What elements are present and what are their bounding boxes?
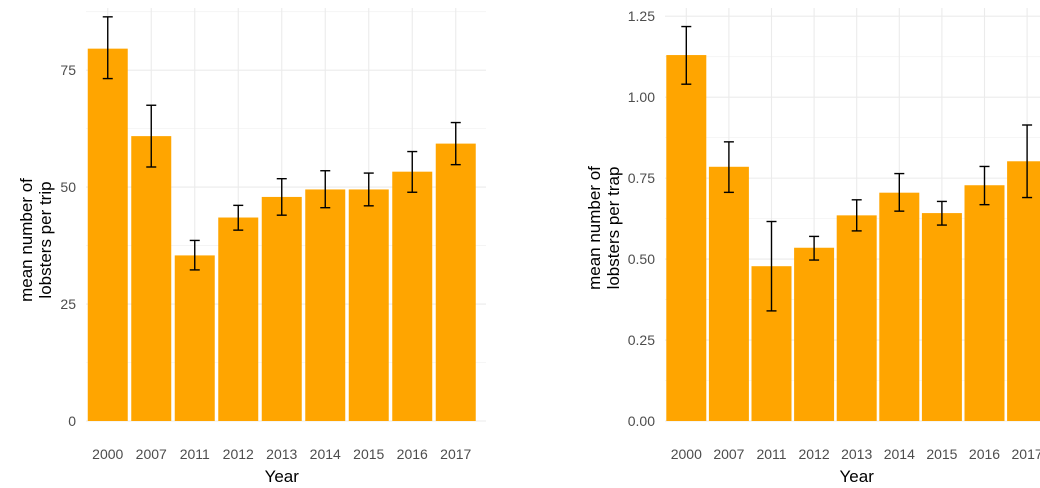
error-bar-2017 bbox=[1022, 124, 1033, 199]
bar-2000 bbox=[666, 55, 707, 422]
y-axis-title-line: mean number of bbox=[17, 178, 36, 302]
error-bar-2015 bbox=[936, 200, 947, 226]
y-tick-label: 1.25 bbox=[628, 8, 655, 24]
chart-panel-2: 0.00 0.25 0.50 0.75 1.00 1.25 2000 2007 2011 2012… bbox=[585, 8, 1040, 486]
bar-2016 bbox=[964, 185, 1005, 421]
error-bar-2007 bbox=[146, 104, 157, 168]
x-tick-label: 2011 bbox=[756, 446, 786, 462]
y-tick-label: 0 bbox=[68, 413, 76, 429]
bar-2016 bbox=[392, 171, 433, 421]
x-tick-label: 2015 bbox=[353, 446, 384, 462]
y-tick-label: 0.50 bbox=[628, 251, 655, 267]
bar-2012 bbox=[794, 247, 835, 421]
x-tick-label: 2012 bbox=[799, 446, 830, 462]
x-tick-label: 2013 bbox=[841, 446, 872, 462]
x-tick-label: 2007 bbox=[136, 446, 167, 462]
bar-2007 bbox=[131, 136, 172, 421]
bar-2017 bbox=[1007, 161, 1040, 421]
y-tick-label: 25 bbox=[60, 296, 76, 312]
bar-2014 bbox=[305, 189, 346, 421]
y-axis-title: mean number oflobsters per trap bbox=[585, 166, 623, 290]
x-tick-label: 2017 bbox=[440, 446, 471, 462]
error-bar-2014 bbox=[894, 172, 905, 212]
bar-2011 bbox=[174, 255, 215, 421]
bar-2007 bbox=[708, 166, 749, 421]
error-bar-2015 bbox=[363, 172, 374, 207]
y-axis-title-line: mean number of bbox=[585, 166, 604, 290]
bar-2017 bbox=[435, 143, 476, 421]
y-axis-title-line: lobsters per trap bbox=[604, 167, 623, 290]
y-axis-title: mean number oflobsters per trip bbox=[17, 178, 55, 302]
bar-2013 bbox=[836, 215, 877, 421]
bar-2015 bbox=[921, 213, 962, 421]
x-tick-label: 2013 bbox=[266, 446, 297, 462]
y-tick-label: 0.75 bbox=[628, 170, 655, 186]
x-tick-label: 2011 bbox=[180, 446, 210, 462]
x-tick-label: 2000 bbox=[671, 446, 702, 462]
x-tick-label: 2014 bbox=[310, 446, 341, 462]
error-bar-2016 bbox=[979, 165, 990, 206]
x-axis-title: Year bbox=[840, 467, 875, 486]
error-bar-2007 bbox=[723, 141, 734, 194]
error-bar-2011 bbox=[766, 220, 777, 312]
y-tick-label: 0.00 bbox=[628, 413, 655, 429]
x-tick-label: 2007 bbox=[713, 446, 744, 462]
bar-2012 bbox=[218, 217, 259, 421]
y-tick-label: 50 bbox=[60, 179, 76, 195]
y-tick-label: 75 bbox=[60, 62, 76, 78]
error-bar-2011 bbox=[189, 239, 200, 271]
error-bar-2000 bbox=[102, 16, 113, 80]
bar-2014 bbox=[879, 192, 920, 421]
error-bar-2014 bbox=[320, 170, 331, 209]
x-tick-label: 2015 bbox=[926, 446, 957, 462]
bar-2015 bbox=[348, 189, 389, 421]
x-tick-label: 2012 bbox=[223, 446, 254, 462]
error-bar-2000 bbox=[681, 25, 692, 85]
error-bar-2016 bbox=[407, 150, 418, 193]
bar-2000 bbox=[87, 48, 128, 421]
x-tick-label: 2000 bbox=[92, 446, 123, 462]
x-tick-label: 2017 bbox=[1012, 446, 1040, 462]
chart-panel-1: 0 25 50 75 2000 2007 2011 2012 2013 2014 2015 2016 2… bbox=[17, 8, 486, 486]
error-bar-2013 bbox=[851, 199, 862, 232]
x-tick-label: 2016 bbox=[397, 446, 428, 462]
x-tick-label: 2016 bbox=[969, 446, 1000, 462]
error-bar-2012 bbox=[233, 204, 244, 231]
error-bar-2012 bbox=[809, 235, 820, 261]
x-axis-title: Year bbox=[265, 467, 300, 486]
y-axis-title-line: lobsters per trip bbox=[36, 181, 55, 298]
x-tick-label: 2014 bbox=[884, 446, 915, 462]
error-bar-2013 bbox=[276, 177, 287, 216]
bar-2013 bbox=[261, 196, 302, 421]
y-tick-label: 0.25 bbox=[628, 332, 655, 348]
error-bar-2017 bbox=[450, 121, 461, 166]
y-tick-label: 1.00 bbox=[628, 89, 655, 105]
